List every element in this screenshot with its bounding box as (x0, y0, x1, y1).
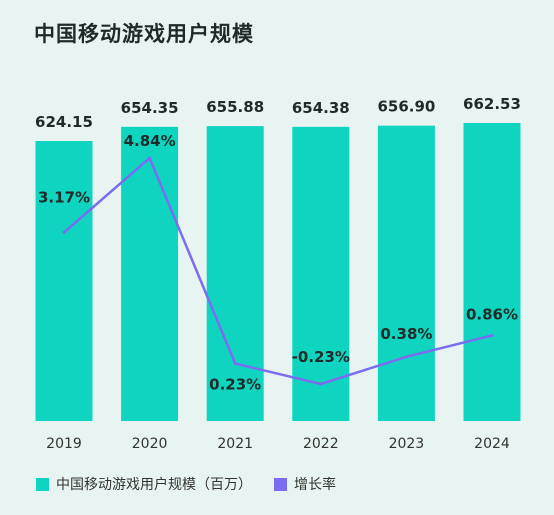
bar-2019 (35, 141, 93, 421)
bar-value-label-2022: 654.38 (292, 99, 350, 117)
bar-series (35, 123, 521, 422)
growth-rate-label-2022: -0.23% (292, 348, 350, 366)
x-axis: 2019 2020 2021 2022 2023 2024 (46, 436, 510, 452)
legend-label-growth: 增长率 (294, 477, 336, 493)
growth-rate-line (63, 156, 493, 386)
bar-value-label-2019: 624.15 (35, 113, 93, 131)
growth-point-2022 (319, 382, 323, 386)
growth-rate-label-2024: 0.86% (466, 305, 518, 323)
growth-line-series (62, 156, 494, 386)
legend-swatch-line (274, 477, 287, 491)
x-tick-label-2020: 2020 (132, 436, 168, 452)
data-labels: 624.15 654.35 655.88 654.38 656.90 662.53 3.17… (35, 95, 521, 393)
chart-title: 中国移动游戏用户规模 (34, 22, 254, 46)
growth-rate-label-2021: 0.23% (209, 375, 261, 393)
bar-2023 (377, 125, 435, 421)
growth-rate-label-2019: 3.17% (38, 188, 90, 206)
x-tick-label-2023: 2023 (389, 436, 425, 452)
growth-point-2021 (233, 361, 237, 365)
x-tick-label-2019: 2019 (46, 436, 82, 452)
growth-point-2019 (62, 230, 66, 234)
x-tick-label-2024: 2024 (474, 436, 510, 452)
growth-rate-label-2020: 4.84% (124, 132, 176, 150)
legend-swatch-bar (36, 477, 49, 491)
bar-value-label-2023: 656.90 (377, 98, 435, 116)
bar-2024 (463, 123, 521, 421)
growth-point-2023 (404, 355, 408, 359)
bar-2022 (292, 126, 350, 422)
legend-label-users: 中国移动游戏用户规模（百万） (56, 477, 252, 493)
growth-point-2024 (490, 333, 494, 337)
x-tick-label-2021: 2021 (217, 436, 253, 452)
bar-value-label-2020: 654.35 (121, 99, 179, 117)
legend-item-users[interactable]: 中国移动游戏用户规模（百万） (36, 474, 252, 494)
bar-value-label-2021: 655.88 (206, 98, 264, 116)
legend: 中国移动游戏用户规模（百万） 增长率 (36, 474, 358, 494)
bar-value-label-2024: 662.53 (463, 95, 521, 113)
bar-2020 (121, 126, 179, 422)
x-tick-label-2022: 2022 (303, 436, 339, 452)
bar-2021 (206, 126, 264, 422)
growth-rate-label-2023: 0.38% (380, 325, 432, 343)
legend-item-growth[interactable]: 增长率 (274, 474, 336, 494)
growth-point-2020 (148, 156, 152, 160)
